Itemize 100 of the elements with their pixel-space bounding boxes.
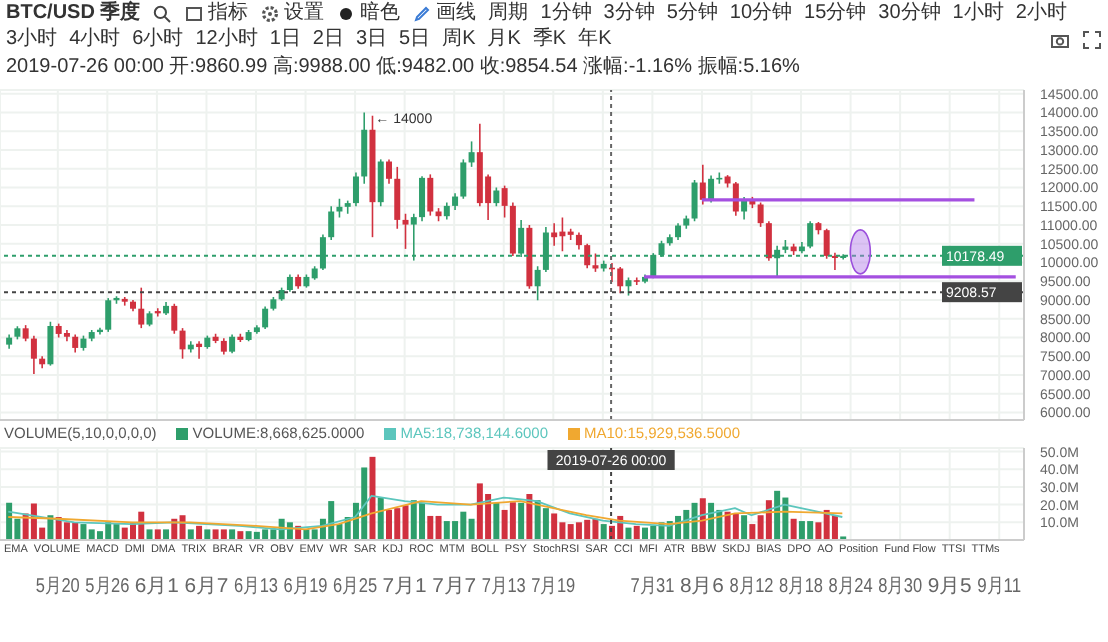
text: 15分钟 xyxy=(804,2,867,26)
bar xyxy=(741,515,748,540)
bar xyxy=(518,502,525,540)
candlestick xyxy=(229,333,236,355)
line-series xyxy=(7,494,844,531)
text: 4小时 xyxy=(69,28,121,52)
bar xyxy=(187,529,194,540)
bar xyxy=(386,509,392,540)
bar xyxy=(410,500,417,540)
bar xyxy=(592,518,599,540)
candlestick xyxy=(468,140,475,168)
x-tick-label: 9月5 xyxy=(927,576,973,598)
x-tick-label: 9月11 xyxy=(977,576,1030,598)
bar xyxy=(509,502,516,540)
candlestick xyxy=(823,227,830,260)
text: 3分钟 xyxy=(603,2,655,26)
candlestick xyxy=(352,171,359,208)
candlestick xyxy=(419,175,426,223)
candlestick xyxy=(394,166,401,230)
bar xyxy=(774,490,781,540)
text: 1分钟 xyxy=(540,2,592,26)
text: 3日 xyxy=(355,28,387,52)
text: 季K xyxy=(532,28,567,52)
x-tick-label: 6月19 xyxy=(283,576,337,598)
candlestick xyxy=(617,266,624,295)
candlestick xyxy=(105,297,112,333)
candlestick xyxy=(501,184,508,219)
x-tick-label: 5月26 xyxy=(85,576,139,598)
bar xyxy=(6,502,13,540)
candlestick xyxy=(30,334,37,375)
text: 1小时 xyxy=(952,2,1004,26)
bar xyxy=(361,467,368,540)
bar xyxy=(80,524,87,540)
bar xyxy=(212,529,219,540)
text: 5日 xyxy=(399,28,431,52)
text: 1日 xyxy=(269,28,301,52)
candlestick xyxy=(534,265,541,302)
bar xyxy=(369,456,376,540)
candlestick xyxy=(171,302,178,335)
candlestick xyxy=(691,179,698,223)
bar xyxy=(146,529,153,540)
bar xyxy=(790,518,797,540)
candlestick xyxy=(741,196,748,221)
bar xyxy=(443,521,450,540)
bar xyxy=(154,529,161,540)
x-tick-label: 8月12 xyxy=(729,576,783,598)
x-tick-label: 7月19 xyxy=(531,576,585,598)
text: 设置 xyxy=(282,2,325,26)
candlestick xyxy=(386,158,392,185)
candlestick xyxy=(493,186,500,208)
bar xyxy=(72,522,79,540)
candlestick xyxy=(584,242,591,269)
bar xyxy=(204,529,211,540)
bar xyxy=(427,515,434,540)
bar xyxy=(831,515,838,540)
bar xyxy=(798,521,805,540)
text: 指标 xyxy=(206,2,249,26)
x-tick-label: 8月6 xyxy=(679,576,725,598)
x-tick-label: 6月25 xyxy=(333,576,387,598)
bar xyxy=(526,494,533,540)
bar xyxy=(460,511,467,540)
candlestick xyxy=(509,201,516,257)
candlestick xyxy=(47,320,54,367)
bar xyxy=(542,508,549,540)
candlestick xyxy=(757,201,764,228)
candlestick xyxy=(427,173,434,217)
text: 2日 xyxy=(312,28,344,52)
bar xyxy=(600,524,607,540)
candlestick xyxy=(625,276,632,297)
text: 月K xyxy=(487,28,521,52)
bar xyxy=(245,531,252,540)
bar xyxy=(468,518,475,540)
bar xyxy=(196,525,203,540)
bar xyxy=(501,509,508,540)
line-series xyxy=(7,500,844,531)
bar xyxy=(551,513,558,540)
bar xyxy=(807,521,814,540)
text: 周K xyxy=(442,28,476,52)
text: 5分钟 xyxy=(666,2,718,26)
bar xyxy=(575,522,582,540)
candlestick xyxy=(262,305,269,330)
bar xyxy=(88,529,95,540)
text: 画线 xyxy=(434,2,477,26)
text: 周期 xyxy=(488,2,529,26)
bar xyxy=(262,529,269,540)
candlestick xyxy=(336,197,343,219)
bar xyxy=(732,513,739,540)
text: 6小时 xyxy=(132,28,184,52)
text: 12小时 xyxy=(195,28,258,52)
x-tick-label: 8月24 xyxy=(828,576,882,598)
bar xyxy=(584,519,591,540)
candlestick xyxy=(328,205,335,241)
candlestick xyxy=(179,327,186,360)
bar xyxy=(435,515,442,540)
bar xyxy=(229,529,236,540)
bar xyxy=(63,522,70,540)
chart-subtitle: 2019-07-26 00:00 开:9860.99 高:9988.00 低:9482.00 收:9854.54 涨幅:-1.16% 振幅:5.16% xyxy=(4,54,802,82)
candlestick xyxy=(377,158,384,208)
bar xyxy=(419,502,426,540)
bar xyxy=(113,524,120,540)
